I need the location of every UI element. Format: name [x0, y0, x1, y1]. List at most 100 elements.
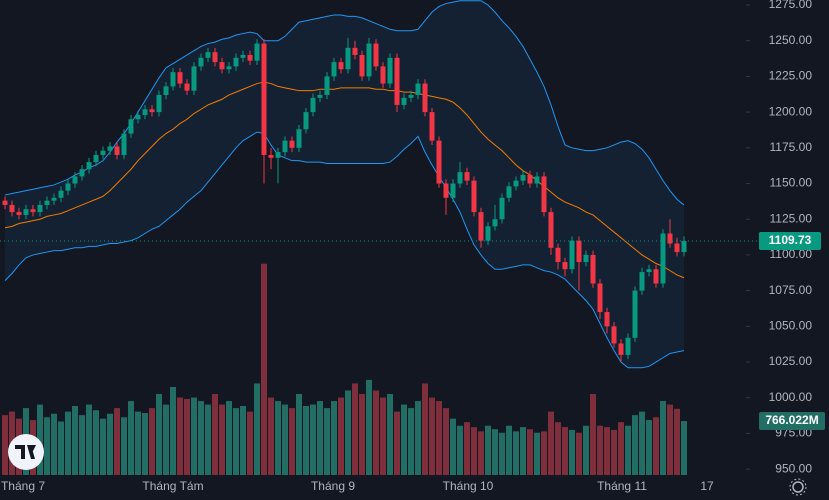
settings-icon[interactable]: [789, 478, 807, 496]
volume-bar: [492, 429, 498, 475]
candle-body: [506, 186, 512, 198]
y-tick-label: 1150.00: [770, 176, 813, 190]
volume-bar: [149, 408, 155, 475]
candle-body: [261, 43, 267, 155]
volume-bar: [541, 431, 547, 475]
volume-bar: [177, 397, 183, 475]
volume-bar: [184, 398, 190, 475]
volume-bar: [2, 415, 8, 475]
candle-body: [555, 247, 561, 263]
volume-bar: [562, 427, 568, 475]
candle-body: [548, 212, 554, 248]
volume-bar: [345, 390, 351, 475]
candle-body: [485, 226, 491, 241]
volume-bar: [499, 432, 505, 475]
candle-body: [478, 212, 484, 241]
volume-bar: [303, 405, 309, 475]
volume-bar: [86, 404, 92, 475]
candle-body: [338, 62, 344, 70]
volume-bar: [618, 422, 624, 475]
volume-bar: [331, 401, 337, 475]
volume-bar: [247, 411, 253, 475]
candle-body: [324, 76, 330, 95]
volume-bar: [478, 431, 484, 475]
volume-bar: [569, 429, 575, 475]
volume-bar: [401, 404, 407, 475]
volume-bar: [576, 432, 582, 475]
volume-bar: [226, 401, 232, 475]
candle-body: [268, 154, 274, 158]
candle-body: [9, 204, 15, 213]
volume-bar: [338, 397, 344, 475]
volume-bar: [51, 413, 57, 475]
candle-body: [177, 72, 183, 84]
candle-body: [247, 54, 253, 61]
volume-bar: [450, 418, 456, 475]
volume-bar: [100, 418, 106, 475]
candle-body: [583, 254, 589, 263]
volume-bar: [240, 405, 246, 475]
volume-bar: [219, 404, 225, 475]
candle-body: [86, 162, 92, 170]
volume-bar: [506, 425, 512, 475]
candle-body: [191, 66, 197, 91]
volume-bar: [233, 408, 239, 475]
y-tick-label: 1000.00: [769, 390, 813, 404]
volume-bar: [135, 411, 141, 475]
volume-bar: [674, 408, 680, 475]
y-tick-label: 1275.00: [769, 0, 813, 11]
volume-bar: [681, 421, 687, 475]
volume-bar: [310, 404, 316, 475]
candle-body: [184, 83, 190, 91]
candle-body: [37, 204, 43, 213]
volume-bar: [520, 427, 526, 475]
volume-bar: [471, 427, 477, 475]
volume-bar: [93, 410, 99, 475]
volume-bar: [205, 404, 211, 475]
volume-bar: [653, 417, 659, 475]
volume-bar: [632, 415, 638, 475]
volume-bar: [380, 397, 386, 475]
candle-body: [464, 172, 470, 181]
candle-body: [569, 240, 575, 270]
candle-body: [100, 150, 106, 155]
candle-body: [275, 152, 281, 158]
gear-teeth[interactable]: [789, 478, 807, 496]
candle-body: [527, 174, 533, 184]
candle-body: [513, 180, 519, 187]
volume-label-box: [759, 412, 825, 431]
volume-bar: [198, 401, 204, 475]
candle-body: [450, 183, 456, 198]
y-tick-label: 1250.00: [769, 33, 813, 47]
x-tick-label: Tháng Tám: [142, 479, 203, 493]
volume-bar: [513, 431, 519, 475]
y-tick-label: 1175.00: [770, 140, 813, 154]
volume-bar: [170, 386, 176, 475]
logo: [8, 434, 44, 470]
y-tick-label: 1225.00: [769, 69, 813, 83]
candle-body: [499, 197, 505, 220]
candle-body: [44, 200, 50, 205]
candle-body: [681, 241, 687, 253]
y-tick-label: 1075.00: [769, 283, 813, 297]
volume-bar: [611, 429, 617, 475]
volume-bar: [457, 425, 463, 475]
candle-body: [205, 52, 211, 58]
candle-body: [30, 209, 36, 213]
volume-bar: [464, 422, 470, 475]
volume-bar: [436, 401, 442, 475]
candle-body: [58, 190, 64, 198]
volume-bar: [261, 263, 267, 475]
volume-bar: [163, 404, 169, 475]
volume-bar: [429, 397, 435, 475]
candle-body: [597, 283, 603, 313]
price-label: 1109.73: [769, 233, 812, 247]
candle-body: [170, 72, 176, 87]
candle-body: [114, 146, 120, 155]
candle-body: [289, 140, 295, 148]
gear[interactable]: [792, 481, 804, 493]
candle-body: [254, 43, 260, 61]
x-tick-label: 17: [700, 479, 714, 493]
candle-body: [282, 140, 288, 153]
candle-body: [331, 62, 337, 77]
